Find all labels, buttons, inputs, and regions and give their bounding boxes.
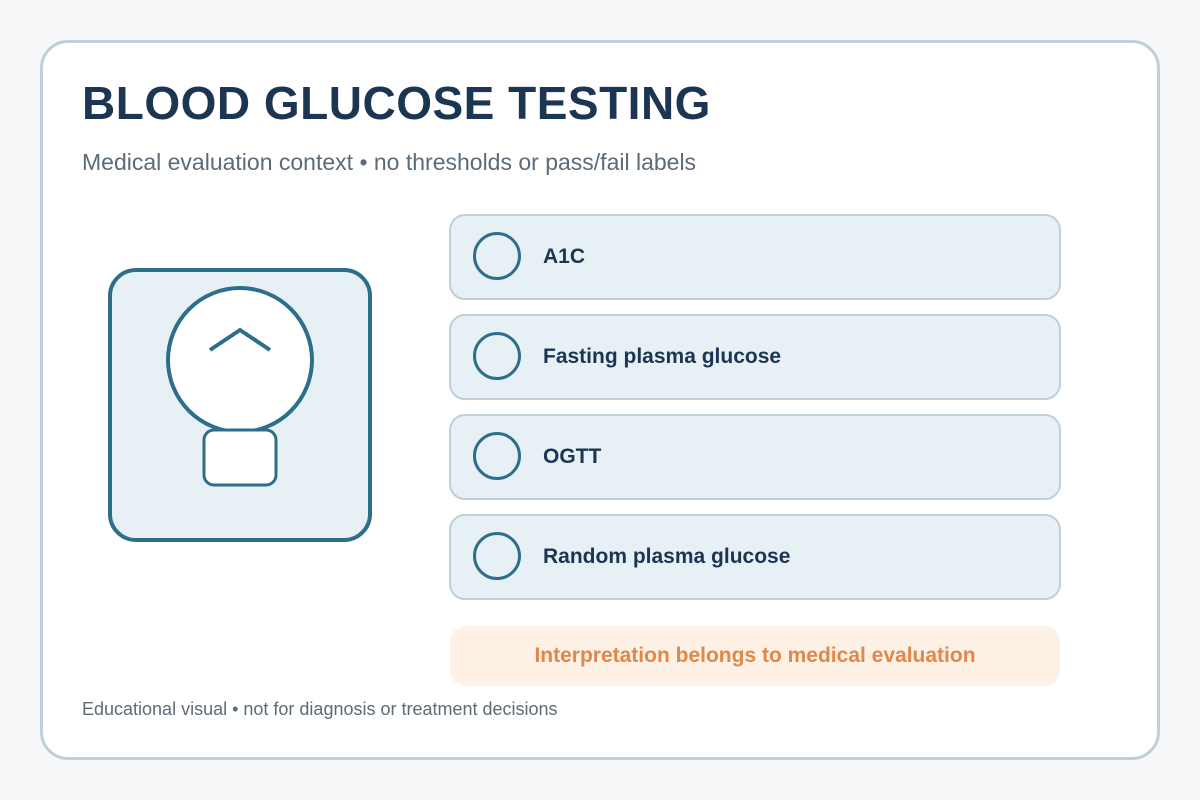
footer-disclaimer: Educational visual • not for diagnosis o… bbox=[82, 699, 558, 719]
test-option-ogtt[interactable]: OGTT bbox=[449, 414, 1061, 500]
radio-circle-icon[interactable] bbox=[473, 432, 521, 480]
test-option-label: Fasting plasma glucose bbox=[543, 345, 782, 368]
page-subtitle: Medical evaluation context • no threshol… bbox=[82, 149, 697, 175]
test-option-label: Random plasma glucose bbox=[543, 545, 791, 568]
radio-circle-icon[interactable] bbox=[473, 232, 521, 280]
test-option-random-plasma-glucose[interactable]: Random plasma glucose bbox=[449, 514, 1061, 600]
test-option-a1c[interactable]: A1C bbox=[449, 214, 1061, 300]
radio-circle-icon[interactable] bbox=[473, 532, 521, 580]
radio-circle-icon[interactable] bbox=[473, 332, 521, 380]
page-title: BLOOD GLUCOSE TESTING bbox=[82, 77, 711, 129]
test-options-list: A1C Fasting plasma glucose OGTT Random p… bbox=[449, 214, 1061, 614]
test-option-label: OGTT bbox=[543, 445, 602, 468]
test-option-label: A1C bbox=[543, 245, 586, 268]
glucose-meter-icon bbox=[108, 268, 372, 542]
test-option-fasting-plasma-glucose[interactable]: Fasting plasma glucose bbox=[449, 314, 1061, 400]
interpretation-note: Interpretation belongs to medical evalua… bbox=[450, 626, 1060, 686]
